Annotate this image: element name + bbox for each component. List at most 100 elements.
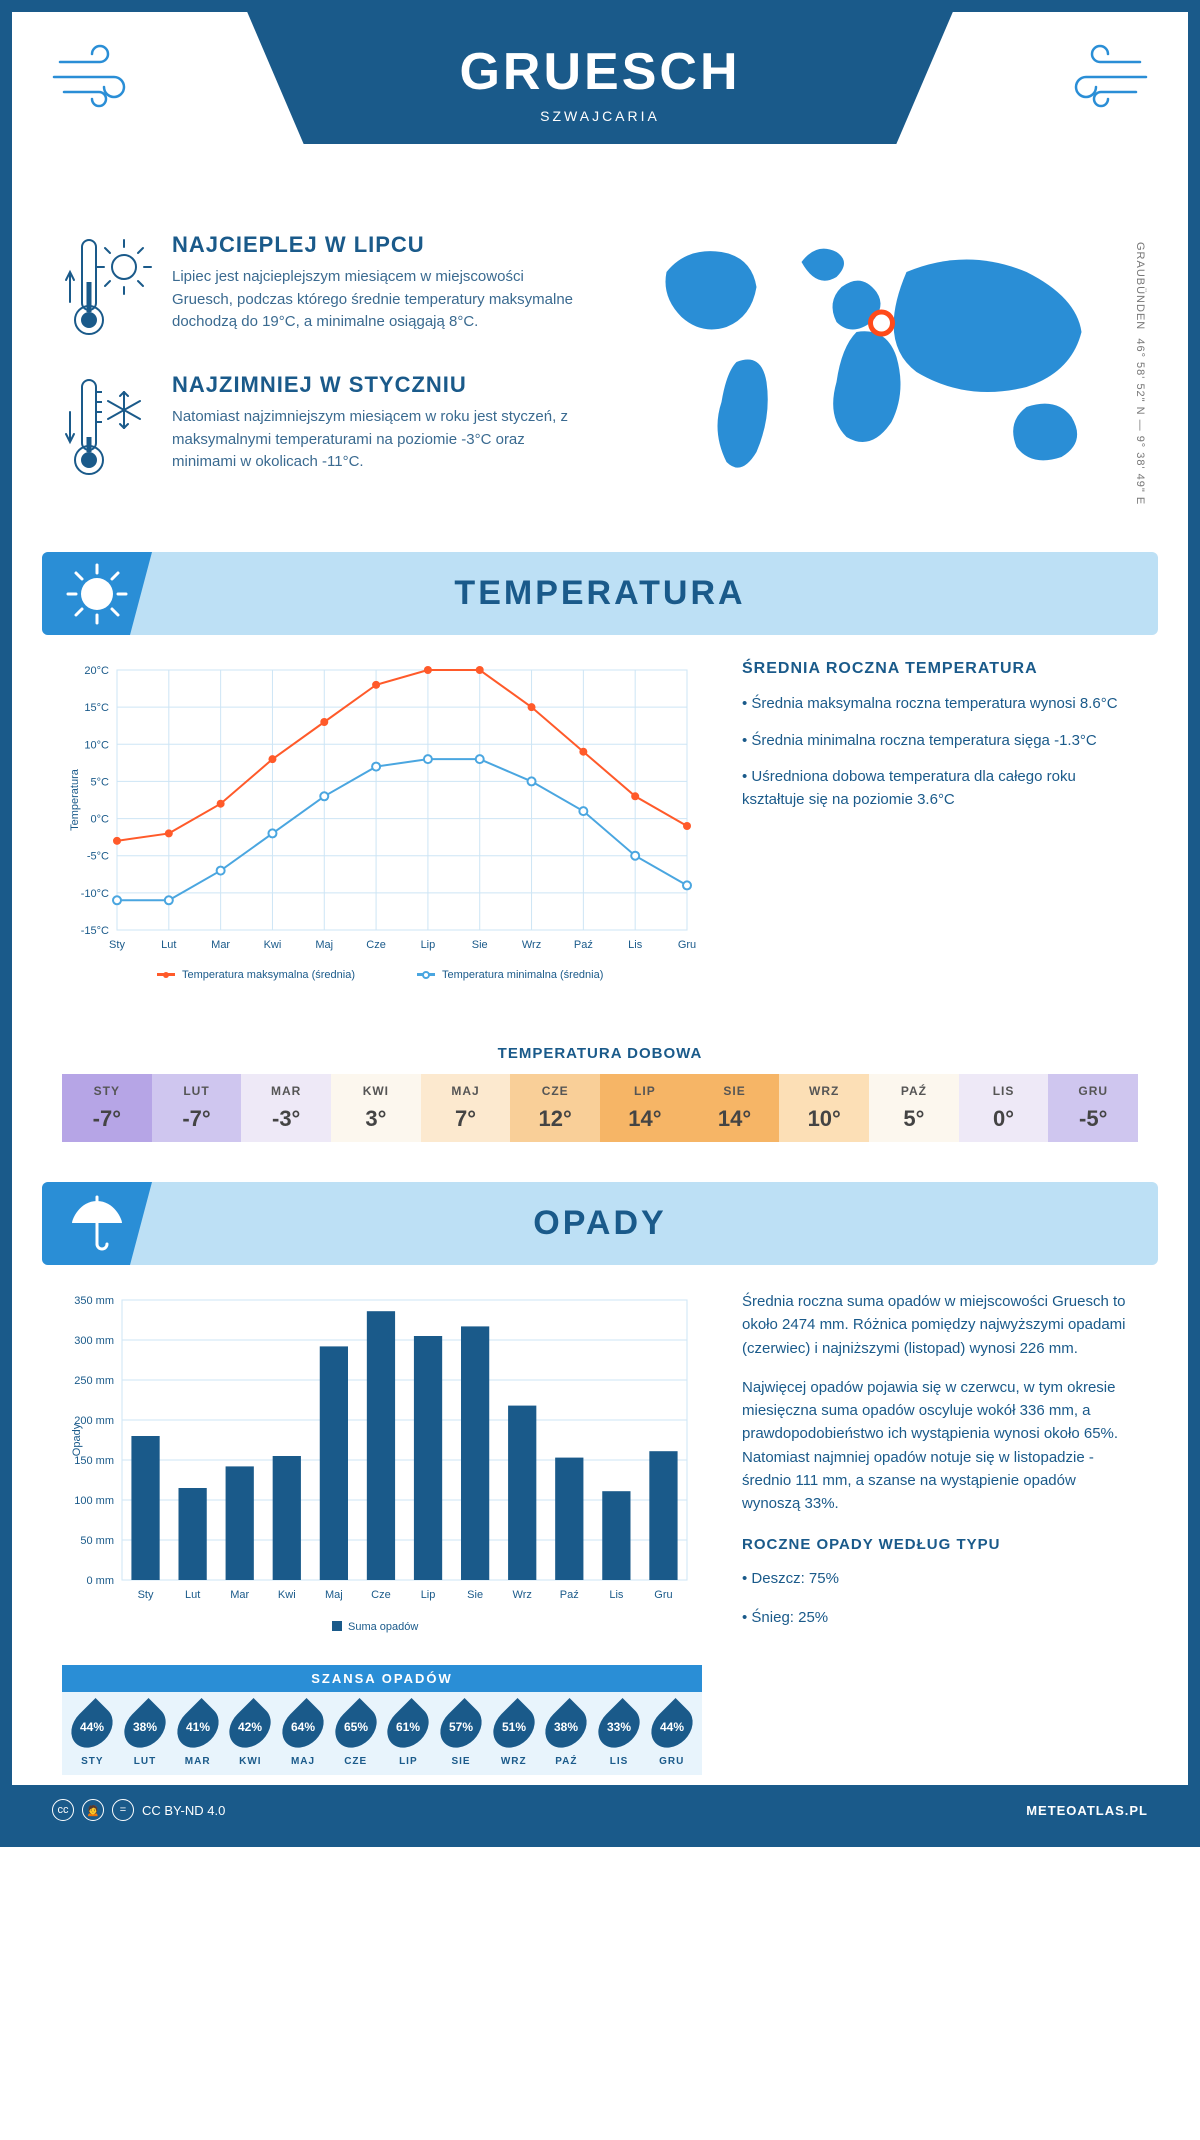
- chance-cell: 44%GRU: [645, 1704, 698, 1767]
- warmest-title: NAJCIEPLEJ W LIPCU: [172, 232, 585, 258]
- svg-text:Maj: Maj: [315, 939, 333, 951]
- country-name: SZWAJCARIA: [267, 108, 933, 124]
- svg-text:Wrz: Wrz: [513, 1589, 532, 1601]
- svg-text:Maj: Maj: [325, 1589, 343, 1601]
- warmest-block: NAJCIEPLEJ W LIPCU Lipiec jest najcieple…: [62, 232, 585, 347]
- coldest-title: NAJZIMNIEJ W STYCZNIU: [172, 372, 585, 398]
- svg-text:250 mm: 250 mm: [74, 1375, 114, 1387]
- svg-text:5°C: 5°C: [91, 776, 110, 788]
- svg-text:Lis: Lis: [609, 1589, 624, 1601]
- precip-paragraph: Średnia roczna suma opadów w miejscowośc…: [742, 1290, 1138, 1360]
- chance-title: SZANSA OPADÓW: [62, 1665, 702, 1692]
- daily-temp-cell: SIE14°: [690, 1074, 780, 1142]
- warmest-text: Lipiec jest najcieplejszym miesiącem w m…: [172, 266, 585, 334]
- chance-cell: 33%LIS: [593, 1704, 646, 1767]
- svg-text:Kwi: Kwi: [264, 939, 282, 951]
- svg-text:Cze: Cze: [371, 1589, 391, 1601]
- daily-temp-table: STY-7°LUT-7°MAR-3°KWI3°MAJ7°CZE12°LIP14°…: [62, 1074, 1138, 1142]
- world-map: [615, 232, 1138, 492]
- svg-text:350 mm: 350 mm: [74, 1295, 114, 1307]
- svg-text:0°C: 0°C: [91, 814, 110, 826]
- svg-text:Sty: Sty: [109, 939, 125, 951]
- coldest-block: NAJZIMNIEJ W STYCZNIU Natomiast najzimni…: [62, 372, 585, 487]
- precip-heading: OPADY: [42, 1182, 1158, 1265]
- site-name: METEOATLAS.PL: [1026, 1803, 1148, 1818]
- svg-text:Sty: Sty: [138, 1589, 154, 1601]
- svg-text:Temperatura minimalna (średnia: Temperatura minimalna (średnia): [442, 969, 603, 981]
- svg-text:-15°C: -15°C: [81, 925, 109, 937]
- daily-temp-cell: LIP14°: [600, 1074, 690, 1142]
- daily-temp-cell: MAR-3°: [241, 1074, 331, 1142]
- thermometer-cold-icon: [62, 372, 152, 487]
- precip-title: OPADY: [72, 1204, 1128, 1243]
- svg-text:Opady: Opady: [71, 1423, 83, 1456]
- city-name: GRUESCH: [267, 42, 933, 102]
- coldest-text: Natomiast najzimniejszym miesiącem w rok…: [172, 406, 585, 474]
- by-icon: 🙍: [82, 1799, 104, 1821]
- chance-cell: 38%LUT: [119, 1704, 172, 1767]
- license-text: CC BY-ND 4.0: [142, 1803, 225, 1818]
- svg-text:300 mm: 300 mm: [74, 1335, 114, 1347]
- svg-text:Lut: Lut: [185, 1589, 200, 1601]
- svg-text:Paź: Paź: [574, 939, 593, 951]
- daily-temp-cell: CZE12°: [510, 1074, 600, 1142]
- thermometer-hot-icon: [62, 232, 152, 347]
- temperature-stats: ŚREDNIA ROCZNA TEMPERATURA • Średnia mak…: [742, 660, 1138, 1005]
- chance-cell: 64%MAJ: [277, 1704, 330, 1767]
- svg-text:Gru: Gru: [654, 1589, 672, 1601]
- svg-text:50 mm: 50 mm: [80, 1535, 114, 1547]
- svg-text:-10°C: -10°C: [81, 888, 109, 900]
- daily-temp-cell: LIS0°: [959, 1074, 1049, 1142]
- svg-text:Suma opadów: Suma opadów: [348, 1621, 418, 1633]
- svg-text:Temperatura maksymalna (średni: Temperatura maksymalna (średnia): [182, 969, 355, 981]
- precip-type-heading: ROCZNE OPADY WEDŁUG TYPU: [742, 1533, 1138, 1556]
- nd-icon: =: [112, 1799, 134, 1821]
- page-frame: GRUESCH SZWAJCARIA NAJCIEPLEJ W LIPCU Li…: [0, 0, 1200, 1847]
- svg-text:Kwi: Kwi: [278, 1589, 296, 1601]
- svg-text:10°C: 10°C: [84, 739, 109, 751]
- license-block: cc 🙍 = CC BY-ND 4.0: [52, 1799, 225, 1821]
- temperature-title: TEMPERATURA: [72, 574, 1128, 613]
- svg-text:Gru: Gru: [678, 939, 696, 951]
- daily-temp-title: TEMPERATURA DOBOWA: [12, 1045, 1188, 1062]
- svg-text:Lip: Lip: [421, 1589, 436, 1601]
- chance-block: SZANSA OPADÓW 44%STY38%LUT41%MAR42%KWI64…: [62, 1665, 702, 1775]
- umbrella-icon: [42, 1182, 152, 1265]
- svg-text:Temperatura: Temperatura: [69, 768, 81, 831]
- svg-text:Sie: Sie: [472, 939, 488, 951]
- chance-cell: 42%KWI: [224, 1704, 277, 1767]
- svg-text:Lut: Lut: [161, 939, 176, 951]
- stat-line: • Średnia minimalna roczna temperatura s…: [742, 730, 1138, 753]
- daily-temp-cell: STY-7°: [62, 1074, 152, 1142]
- daily-temp-cell: WRZ10°: [779, 1074, 869, 1142]
- precip-chart: 0 mm50 mm100 mm150 mm200 mm250 mm300 mm3…: [62, 1290, 702, 1655]
- title-banner: GRUESCH SZWAJCARIA: [247, 12, 953, 144]
- chance-cell: 44%STY: [66, 1704, 119, 1767]
- temperature-heading: TEMPERATURA: [42, 552, 1158, 635]
- svg-text:100 mm: 100 mm: [74, 1495, 114, 1507]
- daily-temp-cell: KWI3°: [331, 1074, 421, 1142]
- precip-type-rain: • Deszcz: 75%: [742, 1567, 1138, 1590]
- header: GRUESCH SZWAJCARIA: [12, 12, 1188, 212]
- daily-temp-cell: PAŹ5°: [869, 1074, 959, 1142]
- svg-text:Wrz: Wrz: [522, 939, 541, 951]
- daily-temp-cell: GRU-5°: [1048, 1074, 1138, 1142]
- chance-cell: 38%PAŹ: [540, 1704, 593, 1767]
- svg-text:20°C: 20°C: [84, 665, 109, 677]
- daily-temp-cell: MAJ7°: [421, 1074, 511, 1142]
- stat-line: • Średnia maksymalna roczna temperatura …: [742, 693, 1138, 716]
- svg-text:Mar: Mar: [230, 1589, 249, 1601]
- svg-text:Lip: Lip: [421, 939, 436, 951]
- stat-line: • Uśredniona dobowa temperatura dla całe…: [742, 766, 1138, 811]
- footer: cc 🙍 = CC BY-ND 4.0 METEOATLAS.PL: [12, 1785, 1188, 1835]
- chance-cell: 57%SIE: [435, 1704, 488, 1767]
- temperature-chart: -15°C -10°C -5°C 0°C 5°C 10°C 15°C 20°C Sty Lut Ma…: [62, 660, 702, 1005]
- precip-paragraph: Najwięcej opadów pojawia się w czerwcu, …: [742, 1376, 1138, 1516]
- precip-text-block: Średnia roczna suma opadów w miejscowośc…: [742, 1290, 1138, 1775]
- svg-text:15°C: 15°C: [84, 702, 109, 714]
- wind-icon: [52, 42, 142, 126]
- svg-text:-5°C: -5°C: [87, 851, 109, 863]
- chance-cell: 65%CZE: [329, 1704, 382, 1767]
- svg-text:Mar: Mar: [211, 939, 230, 951]
- svg-text:Paź: Paź: [560, 1589, 579, 1601]
